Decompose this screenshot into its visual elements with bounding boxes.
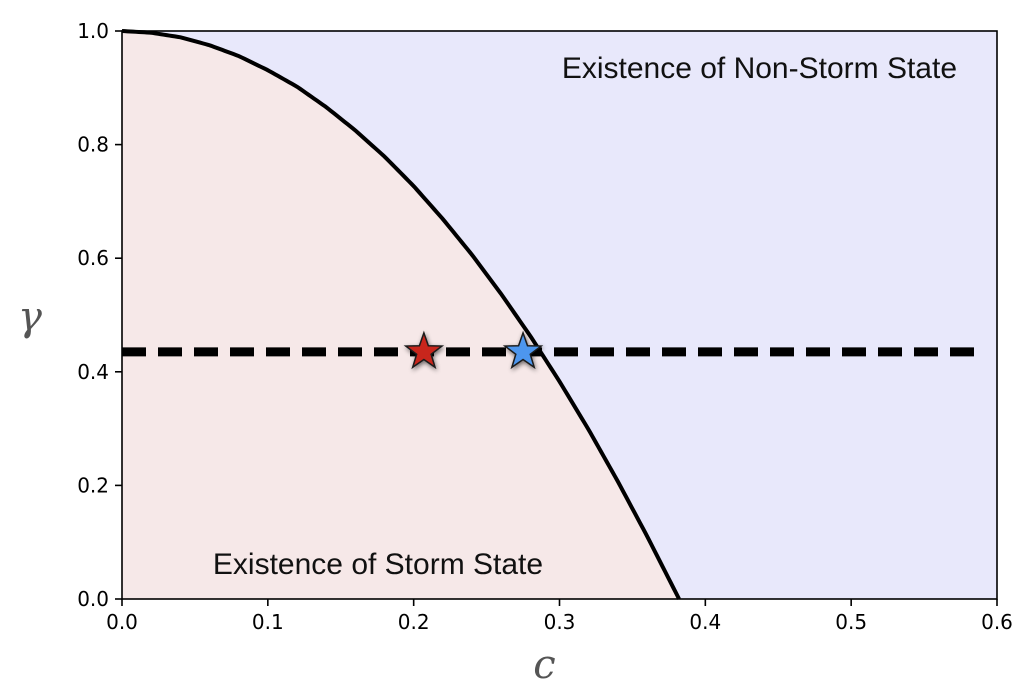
x-tick-label: 0.2 [398,610,430,634]
x-tick-label: 0.6 [981,610,1013,634]
storm-region [122,31,680,599]
boundary-curve [121,29,681,600]
x-tick-label: 0.4 [689,610,721,634]
x-axis-label: c [533,642,555,688]
x-tick-label: 0.1 [252,610,284,634]
non-storm-region-label: Existence of Non-Storm State [562,52,957,85]
non-storm-point-star-marker [502,330,544,370]
y-tick-label: 0.8 [77,133,109,157]
y-tick-label: 0.4 [77,360,109,384]
y-tick-label: 1.0 [77,19,109,43]
storm-point-star-marker [403,330,445,370]
y-axis-label: γ [18,294,42,340]
x-tick-label: 0.5 [835,610,867,634]
y-tick-label: 0.6 [77,246,109,270]
x-tick-label: 0.3 [544,610,576,634]
storm-region-label: Existence of Storm State [213,548,543,581]
y-tick-label: 0.0 [77,587,109,611]
y-tick-label: 0.2 [77,473,109,497]
x-tick-label: 0.0 [106,610,138,634]
